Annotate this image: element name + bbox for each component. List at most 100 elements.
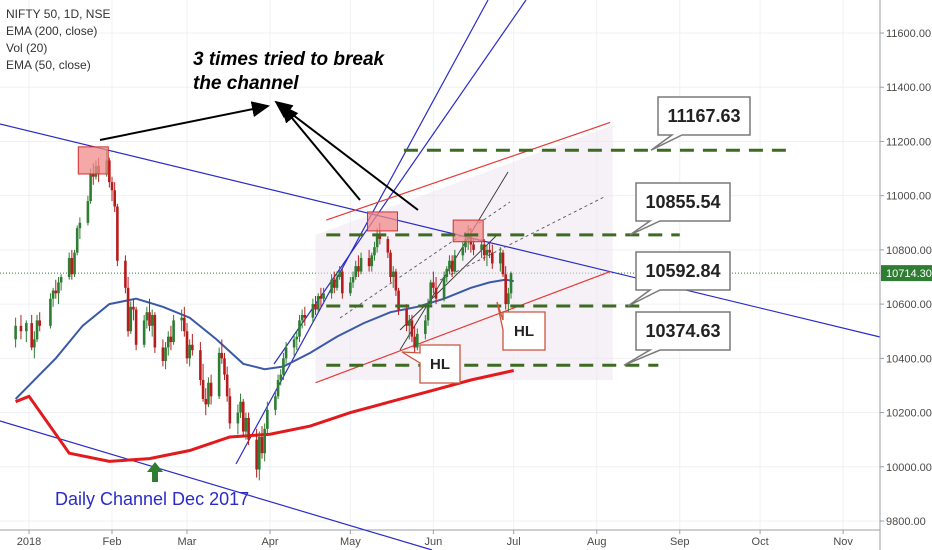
candle-body [241, 401, 245, 432]
candle-body [255, 439, 258, 470]
channel-label: Daily Channel Dec 2017 [55, 489, 249, 509]
candle-body [332, 279, 336, 288]
y-tick-label: 11400.00 [886, 82, 931, 94]
x-tick-label: May [340, 536, 361, 548]
dashed-mid-line-2 [439, 195, 607, 281]
level-callout-label: 10592.84 [645, 261, 720, 281]
candle-body [354, 266, 358, 277]
candle-body [373, 247, 376, 256]
candle-body [488, 249, 491, 253]
candle-body [260, 436, 264, 454]
candle-body [322, 293, 325, 299]
candle-body [153, 314, 157, 348]
candle-body [351, 277, 355, 283]
hl-callout-bubble [496, 301, 546, 351]
candle-body [335, 277, 339, 288]
candle-body [113, 190, 116, 207]
annotation-line-2: the channel [193, 73, 299, 94]
candle-body [201, 380, 205, 399]
green-levels [326, 148, 793, 367]
level-callout-label: 11167.63 [667, 106, 740, 126]
resistance-box [77, 146, 109, 175]
candle-body [204, 399, 208, 405]
candle-body [78, 222, 82, 229]
candle-body [225, 374, 229, 397]
indicator-ema200[interactable]: EMA (200, close) [6, 24, 98, 38]
candle-body [35, 320, 39, 340]
annotation-line-1: 3 times tried to break [193, 49, 386, 70]
candle-body [124, 260, 127, 288]
candle-body [91, 173, 95, 177]
candle-body [89, 173, 92, 202]
candle-body [314, 304, 317, 310]
y-tick-label: 10200.00 [886, 408, 932, 420]
candle-body [450, 260, 454, 272]
candle-body [236, 412, 240, 424]
candle-body [217, 352, 221, 397]
candle-body [397, 290, 400, 310]
candle-body [67, 258, 71, 277]
candle-body [244, 417, 248, 432]
candle-body [391, 271, 395, 277]
ema200-line [15, 369, 515, 463]
x-tick-label: Jun [425, 536, 443, 548]
candle-body [25, 323, 28, 332]
candle-body [209, 382, 213, 397]
candle-body [504, 274, 507, 305]
channel-lower-line [0, 420, 433, 550]
candle-body [367, 258, 371, 267]
indicator-ema50[interactable]: EMA (50, close) [6, 58, 91, 72]
y-tick-label: 10400.00 [886, 353, 932, 365]
candle-body [410, 320, 414, 337]
candle-body [311, 304, 315, 318]
candle-body [172, 320, 175, 343]
candle-body [461, 247, 465, 256]
up-arrow-icon [147, 462, 163, 482]
candle-body [407, 320, 411, 326]
candle-body [166, 336, 170, 348]
symbol-line[interactable]: NIFTY 50, 1D, NSE [6, 7, 111, 21]
indicator-vol[interactable]: Vol (20) [6, 41, 48, 55]
candle-body [126, 287, 130, 332]
candle-body [258, 436, 261, 470]
candle-body [375, 233, 379, 248]
hl-callout-bubble [401, 344, 461, 384]
channel-upper-line [0, 123, 881, 338]
candle-body [464, 239, 467, 248]
candle-body [57, 282, 60, 294]
level-callout-bubble [623, 311, 731, 366]
candle-body [432, 282, 435, 288]
last-price-label: 10714.30 [886, 268, 932, 280]
candle-body [276, 380, 280, 397]
candle-body [134, 309, 138, 345]
level-callout-label: 10855.54 [645, 192, 720, 212]
candle-body [207, 382, 210, 405]
candle-body [51, 290, 55, 299]
candle-body [509, 273, 513, 294]
candle-body [223, 358, 226, 375]
hl-callout-label: HL [430, 356, 450, 373]
candle-body [247, 417, 250, 440]
candle-body [298, 320, 301, 337]
candle-body [188, 344, 191, 359]
y-tick-label: 10000.00 [886, 462, 932, 474]
candle-body [145, 312, 149, 321]
x-tick-label: Mar [178, 536, 197, 548]
candle-body [279, 374, 283, 381]
arrow-to-text-2 [280, 104, 361, 201]
candle-body [424, 320, 427, 334]
candle-body [349, 282, 352, 294]
candle-body [228, 396, 232, 424]
candle-body [284, 347, 288, 359]
level-callout-label: 10374.63 [645, 321, 720, 341]
candle-body [132, 306, 135, 310]
candle-body [180, 317, 183, 321]
candle-body [282, 358, 285, 375]
candle-body [19, 325, 23, 332]
candle-body [295, 336, 299, 340]
hl-callout-label: HL [514, 323, 534, 340]
level-callout-bubble [650, 96, 751, 151]
candle-body [357, 266, 360, 272]
candle-body [434, 287, 438, 299]
